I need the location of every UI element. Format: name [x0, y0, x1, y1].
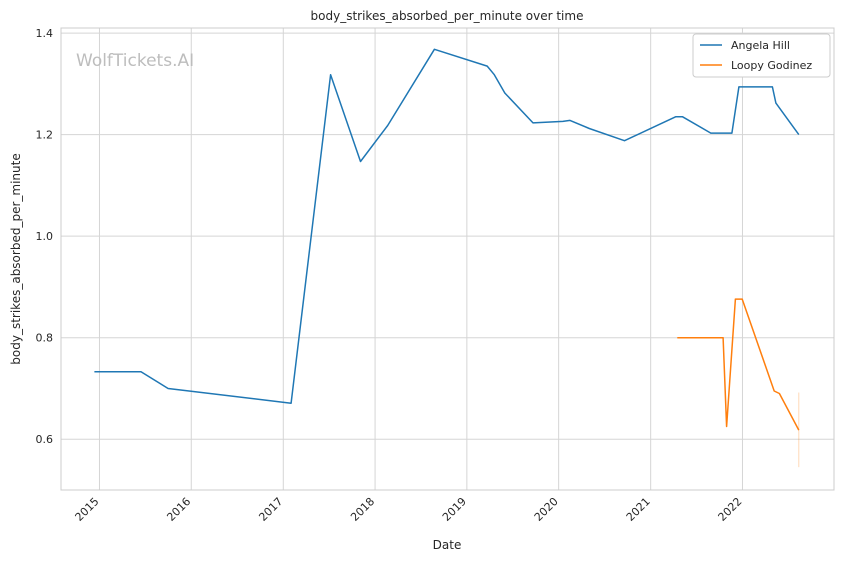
- data-point-angela-hill: [589, 128, 591, 130]
- y-tick-label: 1.2: [36, 129, 54, 142]
- data-point-angela-hill: [624, 140, 626, 142]
- data-point-loopy-godinez: [726, 426, 728, 428]
- data-point-angela-hill: [387, 125, 389, 127]
- data-point-loopy-godinez: [722, 337, 724, 339]
- watermark: WolfTickets.AI: [76, 51, 194, 71]
- data-point-angela-hill: [330, 74, 332, 76]
- data-point-angela-hill: [360, 161, 362, 163]
- legend-box: [692, 33, 831, 78]
- data-point-angela-hill: [772, 86, 774, 88]
- data-point-angela-hill: [569, 120, 571, 122]
- data-point-loopy-godinez: [741, 298, 743, 300]
- data-point-angela-hill: [494, 74, 496, 76]
- data-point-angela-hill: [434, 49, 436, 51]
- data-point-angela-hill: [675, 116, 677, 118]
- y-tick-label: 0.6: [36, 433, 54, 446]
- data-point-angela-hill: [94, 371, 96, 373]
- legend: Angela Hill Loopy Godinez: [692, 33, 831, 78]
- data-point-angela-hill: [504, 92, 506, 94]
- data-point-angela-hill: [775, 102, 777, 104]
- data-point-angela-hill: [532, 122, 534, 124]
- x-axis-label: Date: [433, 538, 462, 552]
- series-line-loopy-godinez: [677, 298, 800, 431]
- data-point-angela-hill: [486, 65, 488, 67]
- data-point-angela-hill: [731, 132, 733, 134]
- plot-frame: [60, 27, 835, 491]
- data-point-angela-hill: [140, 371, 142, 373]
- data-point-angela-hill: [710, 132, 712, 134]
- legend-label-loopy-godinez: Loopy Godinez: [731, 59, 812, 72]
- data-point-angela-hill: [562, 121, 564, 123]
- y-tick-label: 0.8: [36, 332, 54, 345]
- data-point-angela-hill: [682, 116, 684, 118]
- data-point-angela-hill: [798, 134, 800, 136]
- data-point-loopy-godinez: [779, 393, 781, 395]
- data-point-loopy-godinez: [735, 298, 737, 300]
- data-point-angela-hill: [167, 388, 169, 390]
- y-axis-label: body_strikes_absorbed_per_minute: [9, 153, 23, 364]
- data-point-loopy-godinez: [773, 390, 775, 392]
- y-tick-label: 1.0: [36, 230, 54, 243]
- series-line-angela-hill: [94, 48, 800, 404]
- data-point-angela-hill: [290, 402, 292, 404]
- series-layer: [94, 48, 800, 468]
- legend-label-angela-hill: Angela Hill: [731, 39, 790, 52]
- y-tick-label: 1.4: [36, 27, 54, 40]
- chart-title: body_strikes_absorbed_per_minute over ti…: [311, 9, 584, 23]
- data-point-loopy-godinez: [677, 337, 679, 339]
- data-point-angela-hill: [738, 86, 740, 88]
